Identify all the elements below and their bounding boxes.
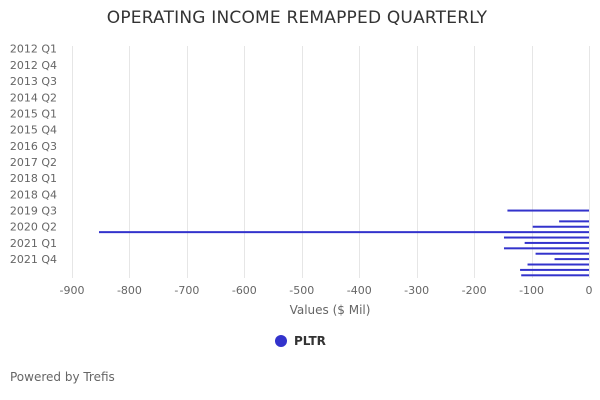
y-category-label: 2015 Q1 [10,107,57,120]
bar-2020-q1[interactable] [559,220,589,223]
bar-2021-q1[interactable] [524,241,589,244]
legend-label: PLTR [294,334,326,348]
bar-2021-q3[interactable] [535,252,589,255]
x-tick-label: -500 [289,284,314,297]
bar-2019-q3[interactable] [507,209,589,212]
bar-2020-q4[interactable] [503,236,589,239]
bar-2022-q1[interactable] [527,263,589,266]
bar-2021-q4[interactable] [554,258,589,261]
x-tick-label: -300 [404,284,429,297]
legend-item-pltr[interactable]: PLTR [275,334,326,348]
y-category-label: 2019 Q3 [10,205,57,218]
y-category-label: 2020 Q2 [10,221,57,234]
x-tick-label: -600 [232,284,257,297]
y-category-label: 2012 Q4 [10,59,57,72]
x-tick-label: -900 [60,284,85,297]
bar-2022-q2[interactable] [520,268,589,271]
bar-2020-q3[interactable] [98,231,589,234]
credits-link[interactable]: Powered by Trefis [10,370,115,384]
bar-2020-q2[interactable] [532,225,589,228]
chart-title: OPERATING INCOME REMAPPED QUARTERLY [106,8,488,28]
y-category-label: 2013 Q3 [10,75,57,88]
x-tick-label: 0 [586,284,593,297]
legend-marker-icon [275,335,287,347]
y-category-label: 2016 Q3 [10,140,57,153]
x-tick-label: -200 [462,284,487,297]
y-category-label: 2021 Q4 [10,253,57,266]
x-axis-title: Values ($ Mil) [289,303,371,317]
y-category-label: 2018 Q4 [10,188,57,201]
y-category-label: 2021 Q1 [10,237,57,250]
bar-2021-q2[interactable] [503,247,589,250]
y-category-label: 2017 Q2 [10,156,57,169]
bar-2022-q3[interactable] [521,274,589,277]
y-category-label: 2014 Q2 [10,91,57,104]
x-tick-label: -400 [347,284,372,297]
y-category-label: 2012 Q1 [10,43,57,56]
y-category-label: 2015 Q4 [10,124,57,137]
y-category-label: 2018 Q1 [10,172,57,185]
x-tick-label: -700 [174,284,199,297]
x-tick-label: -800 [117,284,142,297]
x-tick-label: -100 [519,284,544,297]
